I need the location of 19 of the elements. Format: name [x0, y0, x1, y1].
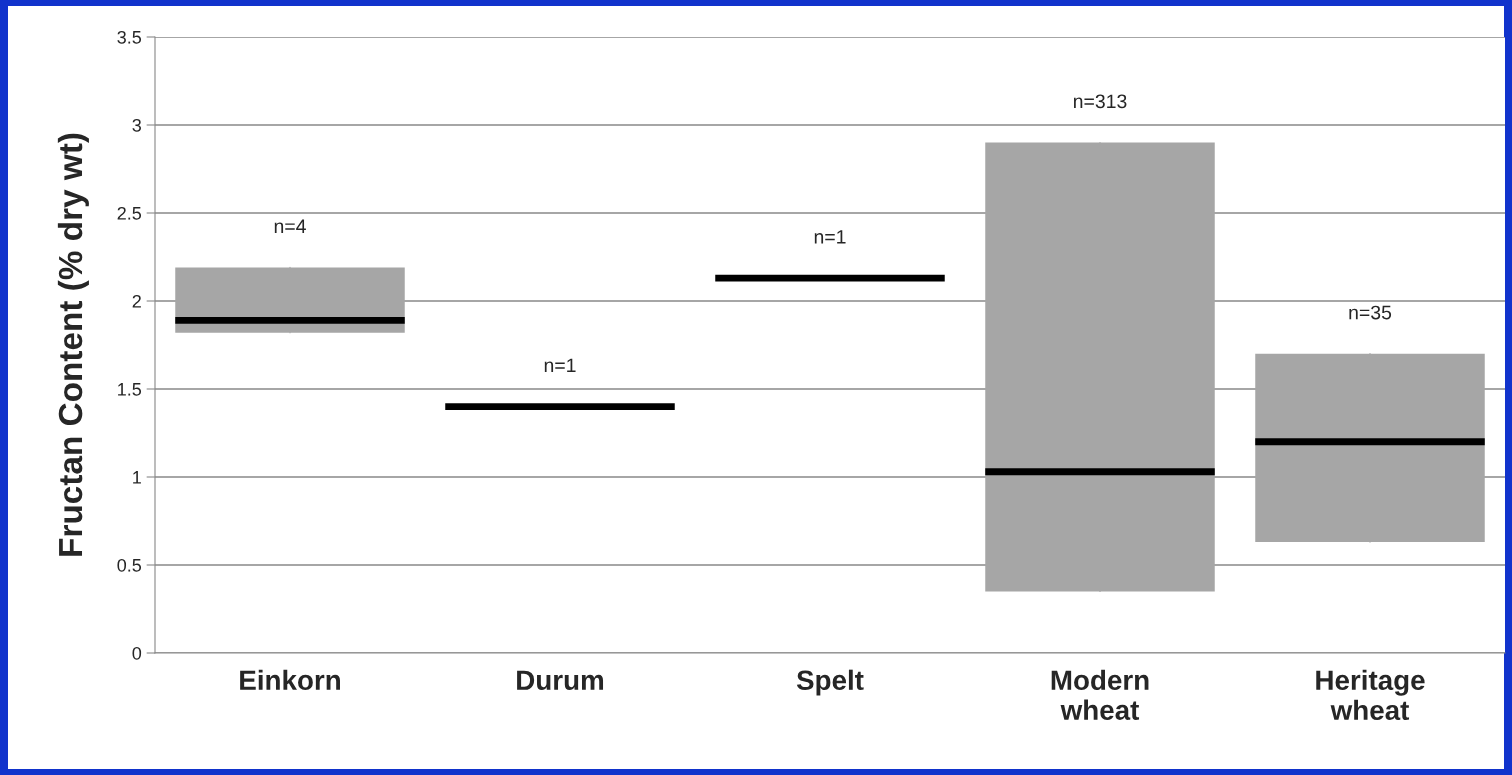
- y-tick-label: 0: [132, 646, 142, 660]
- x-tick-label: Durum: [517, 670, 604, 691]
- x-tick-label: Modern wheat: [1051, 669, 1149, 720]
- annotation: n=35: [1349, 305, 1392, 320]
- x-tick-label: Einkorn: [240, 669, 340, 691]
- annotation: n=4: [274, 219, 306, 233]
- y-tick-label: 3: [132, 118, 142, 132]
- y-tick-label: 1: [133, 471, 141, 484]
- annotation: n=1: [544, 358, 576, 373]
- x-tick-label: Spelt: [796, 669, 864, 696]
- y-tick-label: 3.5: [117, 30, 142, 44]
- y-tick-label: 2.5: [117, 206, 142, 220]
- y-tick-label: 2: [132, 294, 141, 308]
- y-tick-label: 1.5: [118, 383, 142, 396]
- x-tick-label: Heritage wheat: [1316, 669, 1425, 721]
- y-axis-title: Fructan Content (% dry wt): [57, 133, 89, 556]
- y-tick-label: 0.5: [117, 558, 142, 572]
- annotation: n=1: [814, 230, 846, 244]
- annotation: n=313: [1073, 94, 1127, 109]
